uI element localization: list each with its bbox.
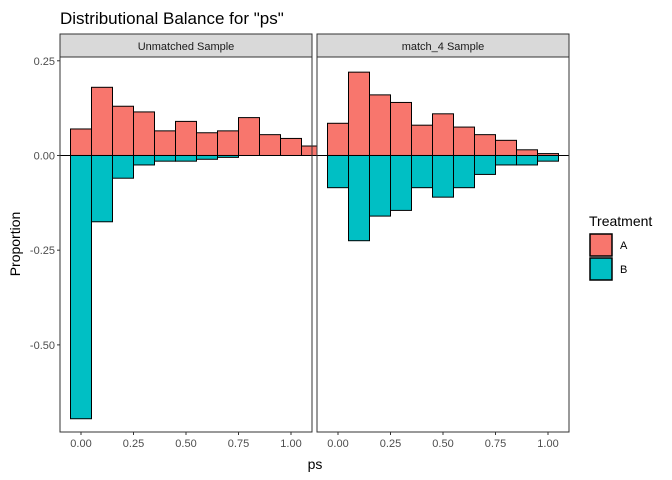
bar-b [70,154,92,420]
bar-b [516,154,538,166]
facet-panels: Unmatched Sample 0.00 0.25 0.50 0.75 1.00 -0.5… [30,33,570,450]
panel-1: Unmatched Sample 0.00 0.25 0.50 0.75 1.00 -0.5… [30,33,323,450]
bar-b [133,154,155,166]
x-tick-label: 0.25 [380,438,401,450]
bar-a [516,149,538,156]
y-tick-label: 0.00 [34,150,55,162]
x-tick-label: 0.75 [485,438,506,450]
legend-label-b: B [620,264,627,276]
bar-b [196,154,218,160]
bar-b [91,154,113,223]
bar-a [154,130,176,156]
bar-a [112,105,134,156]
bar-a [280,137,302,156]
bar-a [390,101,412,156]
x-tick-label: 0.50 [432,438,453,450]
legend-key-a [589,233,613,257]
panel-2: match_4 Sample 0.00 0.25 0.50 0.75 1.00 [316,33,570,450]
bar-a [238,117,260,156]
bar-a [196,132,218,156]
bar-a [217,130,239,156]
bar-a [369,94,391,156]
bar-b [537,154,559,162]
facet-strip-label: match_4 Sample [402,41,485,53]
bar-b [432,154,454,198]
bar-a [259,134,281,156]
x-tick-label: 0.50 [175,438,196,450]
bar-b [495,154,517,166]
bar-a [133,111,155,156]
legend-key-b [589,257,613,281]
x-tick-label: 0.00 [327,438,348,450]
bar-b [411,154,433,189]
legend-title: Treatment [589,213,652,229]
bar-a [474,134,496,156]
bar-b [348,154,370,242]
bar-b [390,154,412,211]
bar-a [453,126,475,156]
legend: Treatment AB [589,213,652,281]
chart-title: Distributional Balance for "ps" [60,9,284,28]
x-tick-label: 0.75 [228,438,249,450]
bar-a [175,120,197,156]
bar-b [154,154,176,162]
bar-a [348,71,370,156]
bar-b [175,154,197,162]
bar-b [474,154,496,175]
bar-a [495,139,517,156]
facet-strip-label: Unmatched Sample [138,41,235,53]
y-tick-label: -0.50 [30,340,55,352]
y-tick-label: -0.25 [30,245,55,257]
bar-a [432,113,454,156]
x-tick-label: 0.00 [70,438,91,450]
y-tick-label: 0.25 [34,56,55,68]
legend-label-a: A [620,240,628,252]
x-axis-title: ps [308,456,323,472]
bar-b [453,154,475,189]
bar-b [112,154,134,179]
bar-a [70,128,92,156]
bar-a [327,122,349,156]
y-axis-title: Proportion [7,212,23,277]
x-tick-label: 0.25 [123,438,144,450]
bar-a [411,124,433,156]
bar-a [91,86,113,156]
x-tick-label: 1.00 [280,438,301,450]
x-tick-label: 1.00 [537,438,558,450]
bar-b [369,154,391,217]
bar-b [327,154,349,189]
